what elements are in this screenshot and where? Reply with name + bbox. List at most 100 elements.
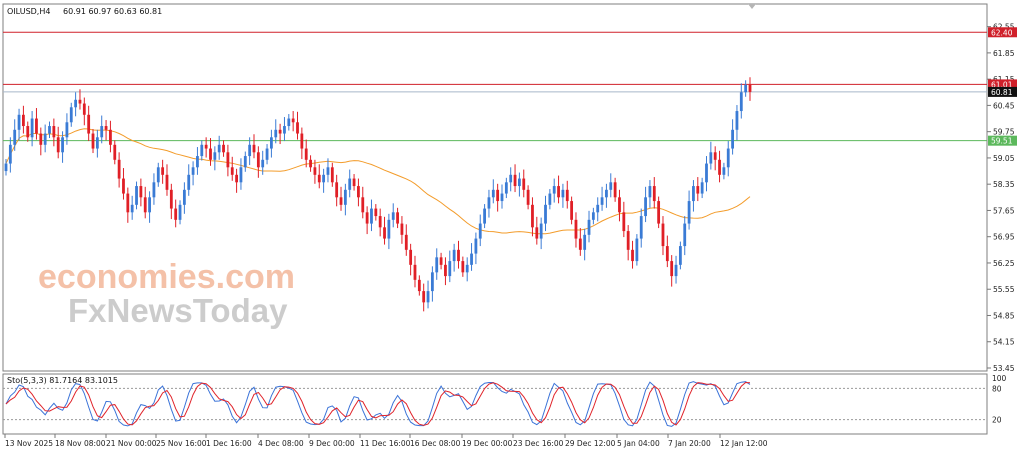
scroll-marker-icon[interactable] [748, 4, 756, 9]
candle-body [648, 186, 652, 198]
candle-body [252, 144, 256, 153]
candle-body [483, 208, 486, 224]
price-tick-label: 58.35 [993, 180, 1015, 189]
candle-body [256, 152, 260, 168]
price-badge-label: 60.81 [991, 88, 1013, 97]
candle-body [17, 114, 21, 130]
candle-body [692, 186, 695, 202]
candle-body [122, 178, 125, 194]
candle-body [209, 148, 212, 160]
watermark-economies: economies.com [38, 258, 295, 296]
candle-body [378, 216, 382, 228]
candle-body [56, 137, 60, 153]
price-badge [988, 86, 1017, 97]
candle-body [474, 238, 478, 254]
candle-body [739, 92, 743, 112]
candle-body [635, 238, 639, 262]
candle-body [535, 227, 539, 239]
candle-body [561, 189, 565, 198]
candle-body [370, 208, 373, 224]
price-badge [988, 79, 1017, 90]
candle-body [348, 178, 352, 190]
candle-body [287, 118, 291, 127]
candle-body [613, 182, 617, 198]
candle-body [274, 129, 278, 138]
price-badge [988, 27, 1017, 38]
candle-body [509, 174, 513, 183]
candle-body [696, 186, 700, 194]
candle-body [631, 249, 634, 262]
candle-body [444, 264, 447, 277]
watermark-fxnewstoday: FxNewsToday [68, 292, 288, 329]
candle-body [609, 182, 613, 190]
candle-body [417, 279, 421, 292]
candle-body [130, 204, 134, 213]
candle-body [478, 223, 482, 239]
time-tick-label: 11 Dec 16:00 [360, 439, 411, 448]
candle-body [313, 167, 317, 175]
price-tick-label: 56.25 [993, 259, 1015, 268]
candle-body [665, 246, 669, 262]
candles [4, 77, 752, 312]
candle-body [735, 111, 739, 130]
candle-body [82, 103, 86, 115]
candle-body [135, 186, 138, 205]
candle-body [487, 197, 491, 209]
candle-body [700, 182, 704, 194]
candle-body [387, 219, 391, 239]
candle-body [143, 197, 147, 213]
candle-body [335, 182, 339, 198]
candle-body [565, 189, 569, 202]
candle-body [404, 234, 408, 250]
candle-body [217, 144, 221, 153]
candle-body [30, 118, 34, 138]
candle-body [448, 261, 452, 277]
candle-body [165, 174, 169, 190]
candle-body [365, 212, 369, 224]
candle-body [213, 152, 217, 160]
candle-body [678, 246, 682, 265]
moving-average [5, 128, 751, 235]
candle-body [400, 223, 404, 235]
candle-body [117, 159, 121, 179]
candle-body [13, 129, 17, 145]
candle-body [465, 264, 469, 273]
candle-body [4, 163, 8, 172]
candle-body [65, 122, 69, 138]
symbol-label: OILUSD,H4 [7, 7, 50, 16]
candle-body [391, 212, 395, 220]
price-tick-label: 62.55 [993, 23, 1015, 32]
candle-body [222, 144, 225, 153]
candle-body [583, 234, 587, 250]
candle-body [713, 152, 717, 160]
candle-body [235, 174, 238, 183]
candle-body [109, 129, 112, 145]
candle-body [8, 144, 12, 164]
time-tick-label: 9 Dec 00:00 [309, 439, 355, 448]
candle-body [591, 212, 595, 220]
candle-body [574, 219, 578, 239]
candle-body [374, 208, 378, 217]
candle-body [26, 126, 30, 138]
candle-body [578, 238, 582, 250]
time-tick-label: 1 Dec 16:00 [206, 439, 252, 448]
candle-body [687, 201, 691, 224]
oscillator-label: Sto(5,3,3) 81.7164 83.1015 [7, 376, 118, 385]
candle-body [657, 201, 661, 224]
time-tick-label: 18 Nov 08:00 [55, 439, 106, 448]
candle-body [104, 126, 108, 130]
candle-body [491, 189, 495, 198]
time-tick-label: 4 Dec 08:00 [258, 439, 304, 448]
time-tick-label: 5 Jan 04:00 [617, 439, 660, 448]
candle-body [152, 182, 156, 198]
time-tick-label: 23 Dec 16:00 [513, 439, 564, 448]
candle-body [526, 189, 530, 205]
candle-body [748, 84, 752, 92]
candle-body [500, 193, 504, 202]
candle-body [435, 257, 439, 273]
price-badge-label: 61.01 [991, 80, 1013, 89]
candle-body [461, 261, 465, 273]
candle-body [174, 208, 178, 220]
candle-body [605, 189, 608, 198]
